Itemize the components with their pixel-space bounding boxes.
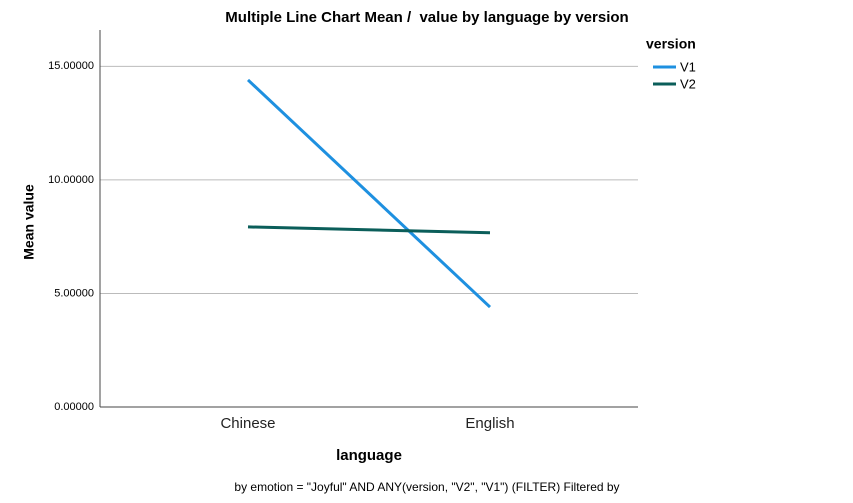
data-line [247,225,491,235]
data-line [246,78,492,309]
y-axis-title: Mean value [21,184,37,260]
y-tick-label: 10.00000 [48,174,94,186]
x-axis-title: language [336,447,402,464]
chart-title: Multiple Line Chart Mean / value by lang… [225,9,628,26]
legend-label: V1 [680,59,696,74]
x-tick-label: English [465,415,514,432]
x-tick-label: Chinese [220,415,275,432]
legend-title: version [646,36,696,52]
footnote: by emotion = "Joyful" AND ANY(version, "… [234,480,619,494]
y-tick-label: 5.00000 [54,287,94,299]
legend-label: V2 [680,76,696,91]
y-tick-label: 15.00000 [48,60,94,72]
y-tick-label: 0.00000 [54,401,94,413]
